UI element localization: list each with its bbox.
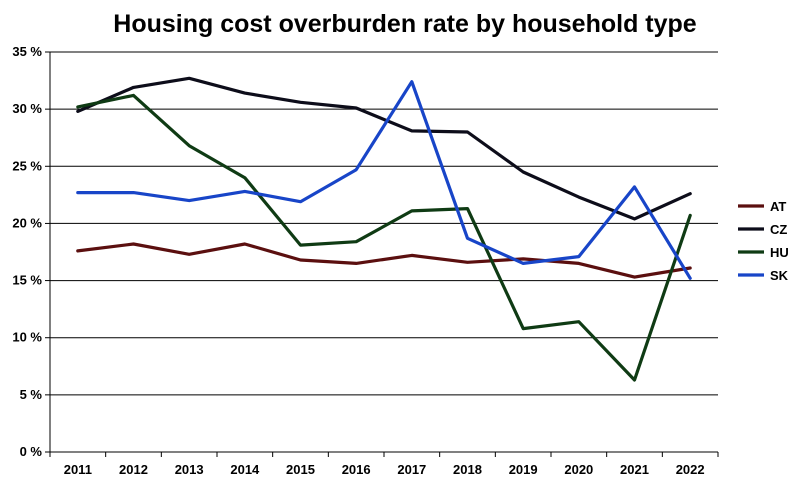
x-tick-label: 2015 bbox=[286, 462, 315, 477]
x-tick-label: 2017 bbox=[397, 462, 426, 477]
x-tick-label: 2014 bbox=[230, 462, 260, 477]
x-tick-label: 2022 bbox=[676, 462, 705, 477]
x-tick-label: 2016 bbox=[342, 462, 371, 477]
x-tick-label: 2019 bbox=[509, 462, 538, 477]
x-tick-label: 2011 bbox=[64, 462, 92, 477]
y-tick-label: 5 % bbox=[20, 387, 43, 402]
legend-label: CZ bbox=[770, 222, 787, 237]
y-tick-label: 35 % bbox=[12, 44, 42, 59]
y-tick-label: 25 % bbox=[12, 158, 42, 173]
y-tick-label: 30 % bbox=[12, 101, 42, 116]
series-line-at bbox=[76, 242, 692, 279]
series-line-hu bbox=[76, 93, 692, 382]
x-tick-label: 2021 bbox=[620, 462, 649, 477]
chart-title: Housing cost overburden rate by househol… bbox=[113, 10, 697, 38]
y-tick-label: 0 % bbox=[20, 444, 43, 459]
gridlines bbox=[50, 51, 718, 396]
x-tick-label: 2020 bbox=[564, 462, 593, 477]
legend-label: SK bbox=[770, 268, 789, 283]
legend: AT CZ HU SK bbox=[738, 199, 789, 283]
legend-label: AT bbox=[770, 199, 786, 214]
series-line-sk bbox=[76, 80, 692, 280]
series-line-cz bbox=[76, 76, 692, 221]
axes: 0 % 5 % 10 % 15 % 20 % 25 % 30 % 35 % 2011 2012 20… bbox=[12, 44, 719, 477]
y-tick-label: 15 % bbox=[12, 273, 42, 288]
series-lines bbox=[76, 76, 692, 382]
y-tick-label: 20 % bbox=[12, 215, 42, 230]
y-tick-label: 10 % bbox=[12, 330, 42, 345]
x-tick-label: 2012 bbox=[119, 462, 148, 477]
x-tick-label: 2018 bbox=[453, 462, 482, 477]
legend-label: HU bbox=[770, 245, 789, 260]
x-tick-label: 2013 bbox=[175, 462, 204, 477]
